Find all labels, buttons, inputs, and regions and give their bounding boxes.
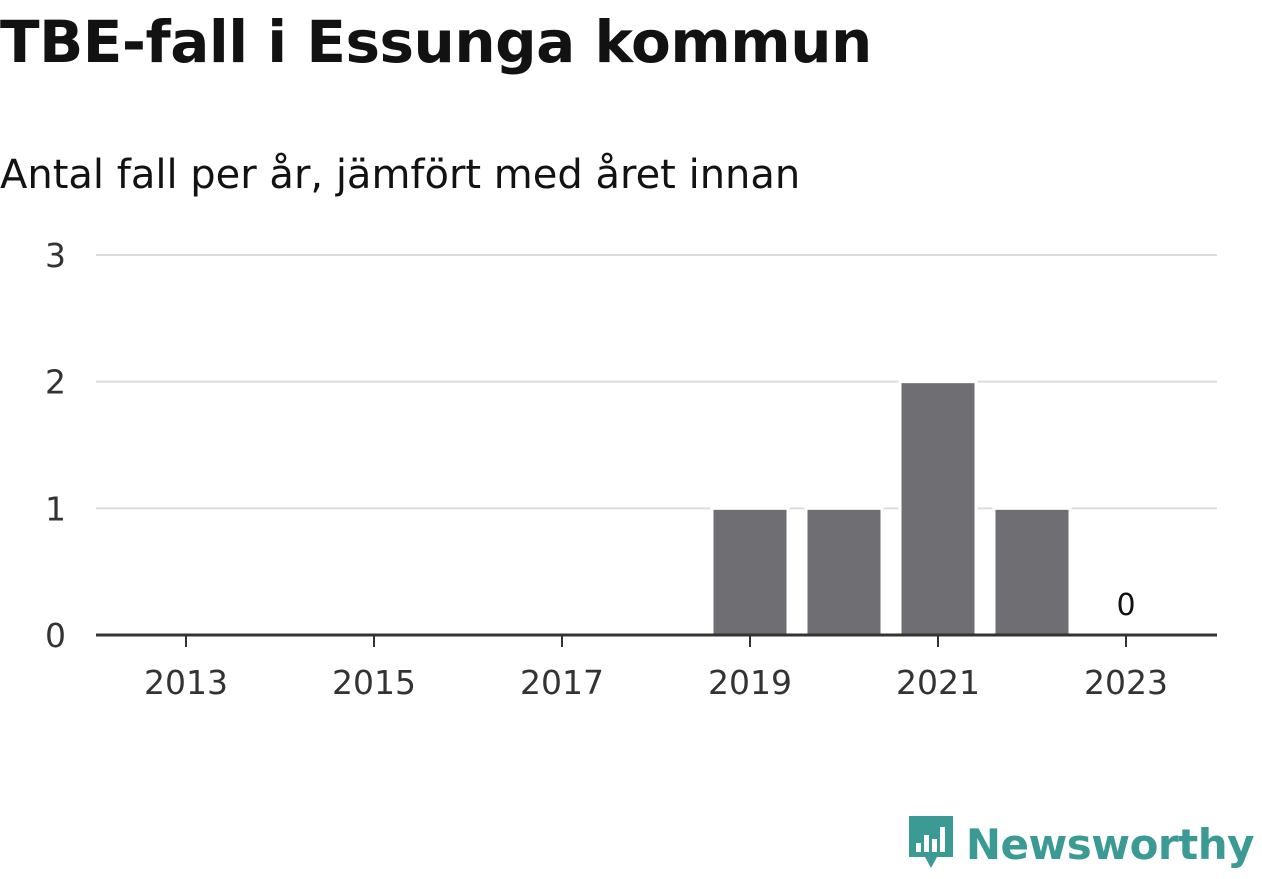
newsworthy-logo: Newsworthy bbox=[906, 813, 1255, 875]
x-tick-label: 2015 bbox=[332, 663, 416, 702]
x-tick-label: 2021 bbox=[896, 663, 980, 702]
bars bbox=[710, 380, 1072, 637]
bar bbox=[898, 380, 978, 637]
bar bbox=[804, 506, 884, 637]
bar bbox=[992, 506, 1072, 637]
newsworthy-chart-icon bbox=[906, 813, 956, 875]
newsworthy-wordmark: Newsworthy bbox=[965, 819, 1255, 869]
gridlines bbox=[96, 254, 1217, 510]
x-tick-label: 2019 bbox=[708, 663, 792, 702]
x-tick-label: 2013 bbox=[144, 663, 228, 702]
x-tick-label: 2017 bbox=[520, 663, 604, 702]
chart-title: TBE-fall i Essunga kommun bbox=[0, 8, 872, 76]
axes bbox=[96, 633, 1217, 647]
bar bbox=[710, 506, 790, 637]
y-tick-label: 1 bbox=[45, 489, 66, 528]
data-label: 0 bbox=[1116, 588, 1135, 623]
y-tick-label: 0 bbox=[45, 616, 66, 655]
x-tick-label: 2023 bbox=[1084, 663, 1168, 702]
labels: 0 1 2 3 2013 2015 2017 2019 2021 2023 0 bbox=[45, 236, 1168, 702]
y-tick-label: 3 bbox=[45, 236, 66, 275]
y-tick-label: 2 bbox=[45, 363, 66, 402]
chart-subtitle: Antal fall per år, jämfört med året inna… bbox=[0, 152, 801, 198]
